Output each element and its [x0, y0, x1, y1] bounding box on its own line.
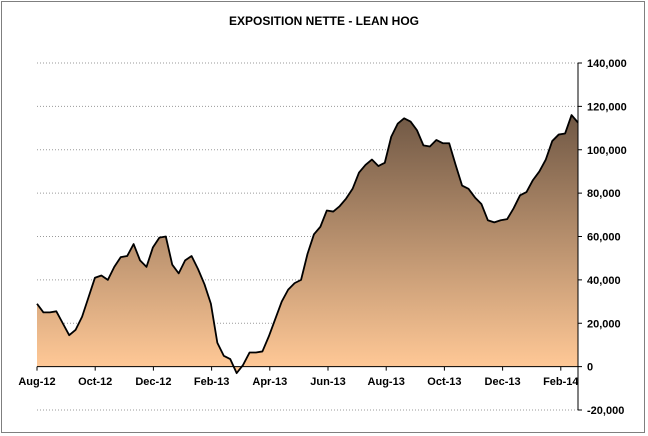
y-tick-label: 100,000 [587, 145, 627, 157]
y-tick-label: 120,000 [587, 101, 627, 113]
x-tick-label: Apr-13 [252, 376, 287, 388]
y-tick-labels: -20,000 0 20,000 40,000 60,000 80,000 100,000 1… [587, 58, 627, 417]
x-tick-label: Jun-13 [310, 376, 345, 388]
x-tick-labels: Aug-12 Oct-12 Dec-12 Feb-13 Apr-13 Jun-13 Aug-… [18, 376, 579, 388]
y-tick-label: 20,000 [587, 318, 621, 330]
axes [36, 62, 582, 411]
x-tick-label: Dec-13 [485, 376, 521, 388]
x-tick-label: Aug-12 [18, 376, 55, 388]
y-tick-label: 80,000 [587, 188, 621, 200]
x-tick-label: Dec-12 [135, 376, 171, 388]
chart-title: EXPOSITION NETTE - LEAN HOG [228, 14, 419, 28]
x-tick-label: Oct-12 [78, 376, 112, 388]
x-tick-label: Feb-13 [194, 376, 229, 388]
y-tick-label: 40,000 [587, 275, 621, 287]
x-tick-label: Aug-13 [368, 376, 405, 388]
x-tick-label: Feb-14 [543, 376, 579, 388]
y-tick-label: 0 [587, 362, 593, 374]
x-tick-label: Oct-13 [427, 376, 461, 388]
y-tick-label: 140,000 [587, 58, 627, 70]
y-tick-label: 60,000 [587, 232, 621, 244]
exposure-line [36, 114, 579, 375]
exposure-area [37, 115, 578, 374]
y-tick-label: -20,000 [587, 405, 624, 417]
